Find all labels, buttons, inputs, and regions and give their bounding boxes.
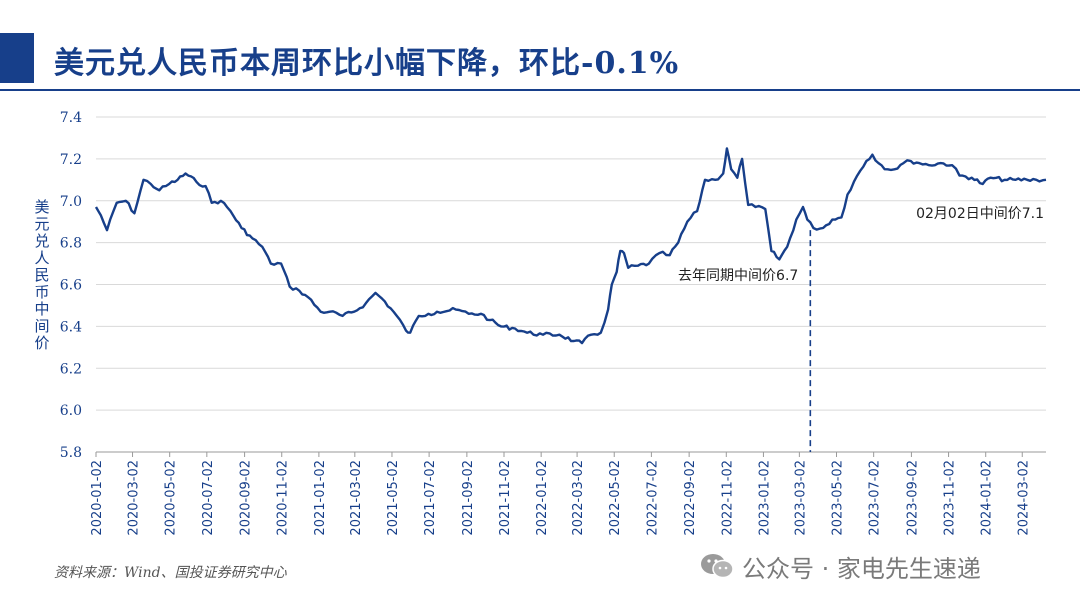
x-tick-label: 2021-07-02 (423, 460, 438, 536)
annotation-label: 去年同期中间价6.7 (678, 268, 798, 284)
y-tick-label: 7.0 (60, 194, 82, 210)
x-tick-label: 2023-05-02 (831, 460, 846, 536)
source-note: 资料来源：Wind、国投证券研究中心 (54, 565, 287, 581)
x-tick-label: 2022-01-02 (535, 460, 550, 536)
annotation-label: 02月02日中间价7.1 (916, 206, 1044, 222)
series-line (94, 147, 1047, 345)
watermark: 公众号 · 家电先生速递 (700, 548, 981, 584)
y-tick-label: 5.8 (60, 445, 82, 461)
x-tick-label: 2024-01-02 (980, 460, 995, 536)
x-tick-label: 2022-09-02 (683, 460, 698, 536)
x-tick-label: 2021-11-02 (498, 460, 513, 536)
x-tick-label: 2021-03-02 (349, 460, 364, 536)
title-accent-block (0, 33, 34, 83)
x-tick-label: 2022-07-02 (645, 460, 660, 536)
page-title: 美元兑人民币本周环比小幅下降，环比-0.1% (54, 46, 680, 81)
y-tick-label: 6.2 (60, 361, 82, 377)
y-tick-label: 7.2 (60, 152, 82, 168)
x-tick-label: 2022-05-02 (608, 460, 623, 536)
y-tick-label: 6.4 (60, 319, 82, 335)
x-tick-label: 2021-05-02 (386, 460, 401, 536)
x-tick-label: 2020-09-02 (239, 460, 254, 536)
y-tick-label: 6.8 (60, 236, 82, 252)
x-tick-label: 2020-03-02 (127, 460, 142, 536)
x-tick-label: 2020-05-02 (164, 460, 179, 536)
x-tick-label: 2021-09-02 (461, 460, 476, 536)
wechat-icon (701, 554, 734, 579)
x-tick-label: 2023-03-02 (793, 460, 808, 536)
x-tick-label: 2020-01-02 (90, 460, 105, 536)
x-tick-label: 2020-07-02 (201, 460, 216, 536)
title-divider (0, 89, 1080, 91)
watermark-label: 公众号 · 家电先生速递 (742, 554, 981, 583)
x-tick-label: 2022-03-02 (571, 460, 586, 536)
x-tick-label: 2021-01-02 (313, 460, 328, 536)
x-tick-label: 2023-07-02 (868, 460, 883, 536)
x-tick-label: 2023-01-02 (757, 460, 772, 536)
x-tick-label: 2020-11-02 (276, 460, 291, 536)
x-tick-label: 2023-11-02 (943, 460, 958, 536)
x-tick-label: 2022-11-02 (720, 460, 735, 536)
y-tick-label: 7.4 (60, 110, 82, 126)
x-tick-label: 2024-03-02 (1016, 460, 1031, 536)
y-tick-label: 6.0 (60, 403, 82, 419)
y-tick-label: 6.6 (60, 278, 82, 294)
x-tick-label: 2023-09-02 (905, 460, 920, 536)
y-axis-label: 美元兑人民币中间价 (34, 198, 49, 352)
